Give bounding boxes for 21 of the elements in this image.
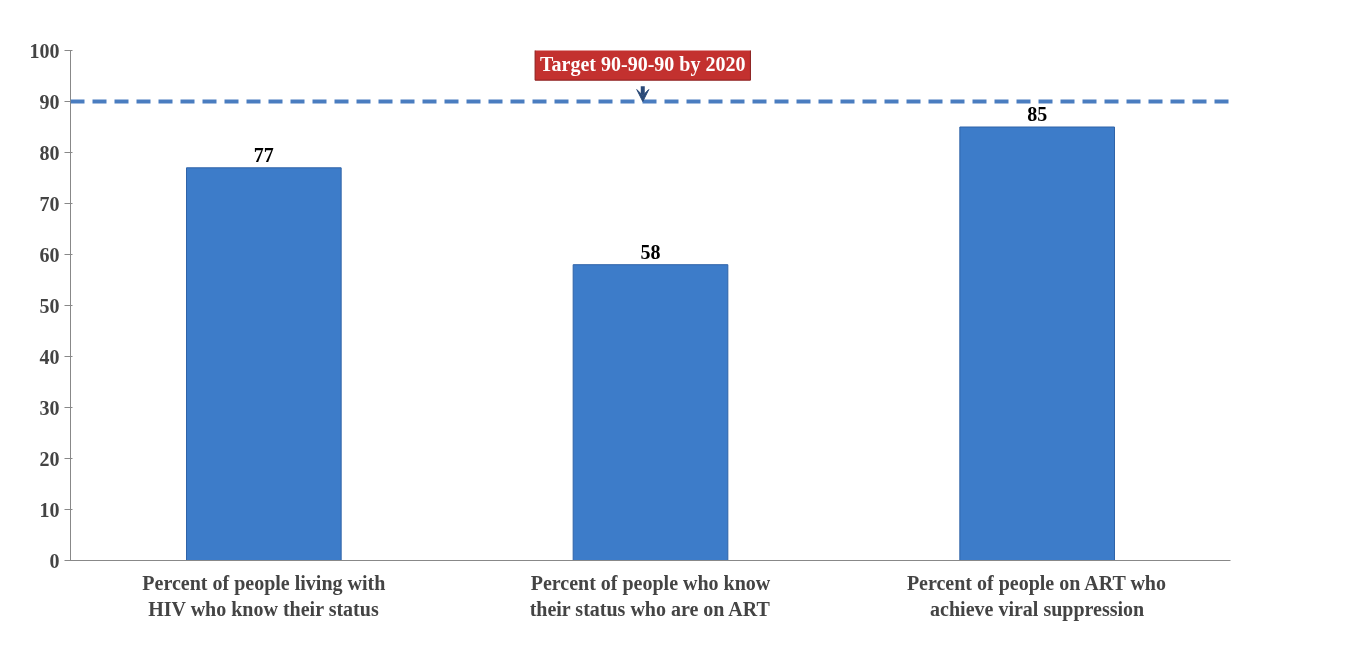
y-tick-label: 20 [39,447,60,470]
y-tick-label: 0 [49,549,60,572]
x-tick-label: Percent of people on ART who achieve viral suppression [906,571,1166,621]
y-tick-label: 40 [39,345,60,368]
bar [186,167,342,561]
y-tick-label: 100 [29,39,60,62]
y-tick-label: 90 [39,90,60,113]
y-tick-label: 70 [39,192,60,215]
y-tick-label: 30 [39,396,60,419]
x-tick-label: Percent of people living with HIV who know their status [142,571,386,620]
y-tick-label: 60 [39,243,60,266]
bar [959,126,1115,561]
data-label: 85 [1027,103,1048,125]
data-label: 58 [640,240,661,263]
x-tick-label: Percent of people who know their status who are on ART [529,571,771,620]
ref-line-label: Target 90-90-90 by 2020 [540,53,746,77]
bar [572,264,729,561]
y-tick-label: 80 [39,141,60,164]
y-tick-label: 50 [39,294,60,317]
y-tick-label: 10 [39,498,60,521]
data-label: 77 [253,143,274,166]
